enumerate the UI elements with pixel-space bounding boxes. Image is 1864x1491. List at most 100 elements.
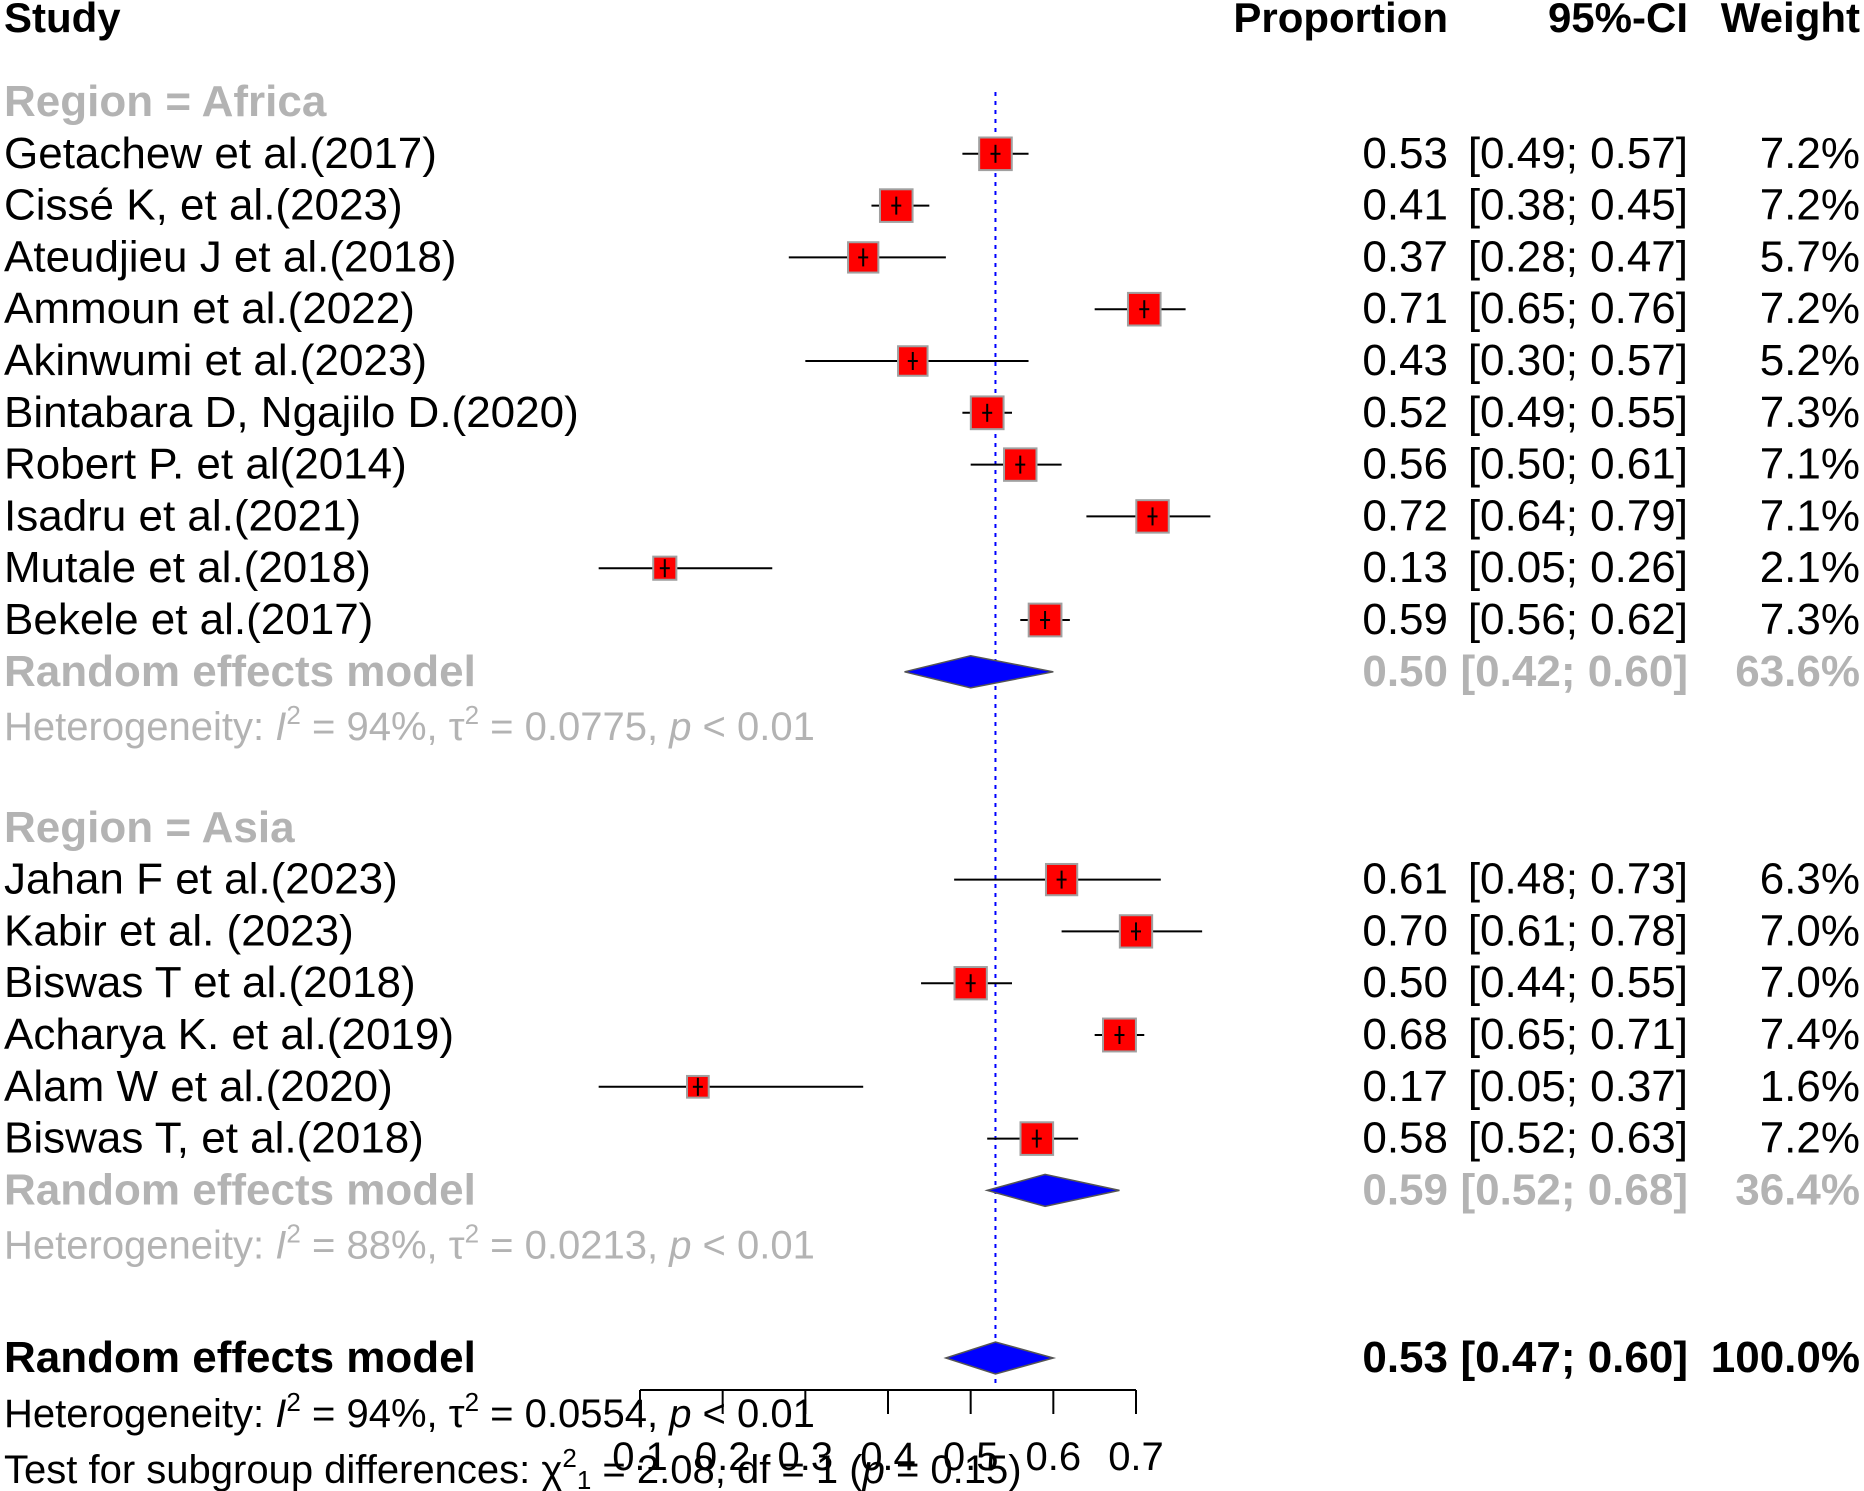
proportion-value: 0.43 xyxy=(1362,336,1448,385)
ci-value: [0.61; 0.78] xyxy=(1468,906,1688,955)
study-label: Acharya K. et al.(2019) xyxy=(4,1010,454,1059)
ci-value: [0.28; 0.47] xyxy=(1468,232,1688,281)
proportion-value: 0.56 xyxy=(1362,440,1448,489)
study-row: Bintabara D, Ngajilo D.(2020) 0.52 [0.49; … xyxy=(4,388,1860,437)
pooled-proportion: 0.53 xyxy=(1362,1333,1448,1382)
pooled-row: Random effects model 0.59 [0.52; 0.68] 36.4… xyxy=(4,1165,1860,1214)
study-row: Biswas T, et al.(2018) 0.58 [0.52; 0.63] 7.… xyxy=(4,1114,1860,1163)
pooled-weight: 100.0% xyxy=(1711,1333,1860,1382)
weight-value: 7.0% xyxy=(1760,906,1860,955)
study-label: Mutale et al.(2018) xyxy=(4,543,371,592)
ci-value: [0.05; 0.26] xyxy=(1468,543,1688,592)
study-label: Kabir et al. (2023) xyxy=(4,906,354,955)
pooled-diamond xyxy=(943,1341,1057,1375)
study-label: Akinwumi et al.(2023) xyxy=(4,336,427,385)
study-label: Robert P. et al(2014) xyxy=(4,440,407,489)
weight-value: 6.3% xyxy=(1760,855,1860,904)
ci-value: [0.44; 0.55] xyxy=(1468,958,1688,1007)
header-study: Study xyxy=(4,0,121,41)
pooled-diamond xyxy=(984,1173,1120,1208)
subgroup-test-text: Test for subgroup differences: χ21 = 2.0… xyxy=(4,1443,1022,1491)
proportion-value: 0.58 xyxy=(1362,1114,1448,1163)
ci-value: [0.65; 0.76] xyxy=(1468,284,1688,333)
study-row: Kabir et al. (2023) 0.70 [0.61; 0.78] 7.0% xyxy=(4,906,1860,955)
pooled-ci: [0.52; 0.68] xyxy=(1461,1165,1688,1214)
study-row: Alam W et al.(2020) 0.17 [0.05; 0.37] 1.6% xyxy=(4,1062,1860,1111)
heterogeneity-row: Heterogeneity: I2 = 88%, τ2 = 0.0213, p … xyxy=(4,1218,815,1267)
weight-value: 2.1% xyxy=(1760,543,1860,592)
proportion-value: 0.41 xyxy=(1362,181,1448,230)
axis-tick-label: 0.4 xyxy=(860,1435,916,1479)
pooled-row: Random effects model 0.50 [0.42; 0.60] 63.6… xyxy=(4,647,1860,696)
study-row: Akinwumi et al.(2023) 0.43 [0.30; 0.57] 5.2… xyxy=(4,336,1860,385)
study-label: Isadru et al.(2021) xyxy=(4,491,361,540)
weight-value: 7.2% xyxy=(1760,1114,1860,1163)
weight-value: 7.4% xyxy=(1760,1010,1860,1059)
study-row: Ammoun et al.(2022) 0.71 [0.65; 0.76] 7.2% xyxy=(4,284,1860,333)
axis-tick-label: 0.1 xyxy=(612,1435,668,1479)
weight-value: 1.6% xyxy=(1760,1062,1860,1111)
weight-value: 7.2% xyxy=(1760,284,1860,333)
ci-value: [0.05; 0.37] xyxy=(1468,1062,1688,1111)
study-square xyxy=(978,136,1013,172)
pooled-label: Random effects model xyxy=(4,1165,476,1214)
study-label: Bekele et al.(2017) xyxy=(4,595,373,644)
ci-value: [0.56; 0.62] xyxy=(1468,595,1688,644)
study-square xyxy=(878,188,914,223)
group-label: Region = Asia xyxy=(4,803,295,852)
study-row: Cissé K, et al.(2023) 0.41 [0.38; 0.45] 7.2… xyxy=(4,181,1860,230)
axis-tick-label: 0.6 xyxy=(1026,1435,1082,1479)
pooled-proportion: 0.50 xyxy=(1362,647,1448,696)
proportion-value: 0.61 xyxy=(1362,855,1448,904)
group-label: Region = Africa xyxy=(4,77,327,126)
weight-value: 7.3% xyxy=(1760,595,1860,644)
heterogeneity-text: Heterogeneity: I2 = 94%, τ2 = 0.0554, p … xyxy=(4,1387,815,1436)
weight-value: 7.1% xyxy=(1760,440,1860,489)
study-row: Acharya K. et al.(2019) 0.68 [0.65; 0.71] 7… xyxy=(4,1010,1860,1059)
study-square xyxy=(953,966,988,1001)
weight-value: 7.1% xyxy=(1760,491,1860,540)
proportion-value: 0.70 xyxy=(1362,906,1448,955)
weight-value: 7.2% xyxy=(1760,129,1860,178)
header-weight: Weight xyxy=(1721,0,1860,41)
proportion-value: 0.17 xyxy=(1362,1062,1448,1111)
ci-value: [0.50; 0.61] xyxy=(1468,440,1688,489)
study-row: Isadru et al.(2021) 0.72 [0.64; 0.79] 7.1% xyxy=(4,491,1860,540)
pooled-diamond xyxy=(904,655,1054,689)
axis-tick-label: 0.7 xyxy=(1108,1435,1164,1479)
pooled-label: Random effects model xyxy=(4,647,476,696)
weight-value: 5.2% xyxy=(1760,336,1860,385)
axis-tick-label: 0.2 xyxy=(695,1435,751,1479)
ci-value: [0.49; 0.57] xyxy=(1468,129,1688,178)
study-label: Jahan F et al.(2023) xyxy=(4,855,398,904)
study-label: Biswas T et al.(2018) xyxy=(4,958,416,1007)
study-label: Getachew et al.(2017) xyxy=(4,129,437,178)
pooled-ci: [0.42; 0.60] xyxy=(1461,647,1688,696)
heterogeneity-text: Heterogeneity: I2 = 94%, τ2 = 0.0775, p … xyxy=(4,700,815,749)
weight-value: 7.2% xyxy=(1760,181,1860,230)
header-row: Study Proportion 95%-CI Weight xyxy=(4,0,1860,41)
pooled-ci: [0.47; 0.60] xyxy=(1461,1333,1688,1382)
study-label: Bintabara D, Ngajilo D.(2020) xyxy=(4,388,579,437)
proportion-value: 0.37 xyxy=(1362,232,1448,281)
study-row: Bekele et al.(2017) 0.59 [0.56; 0.62] 7.3% xyxy=(4,595,1860,644)
ci-value: [0.65; 0.71] xyxy=(1468,1010,1688,1059)
weight-value: 5.7% xyxy=(1760,232,1860,281)
proportion-value: 0.59 xyxy=(1362,595,1448,644)
ci-value: [0.64; 0.79] xyxy=(1468,491,1688,540)
study-row: Getachew et al.(2017) 0.53 [0.49; 0.57] 7.2… xyxy=(4,129,1860,178)
ci-value: [0.30; 0.57] xyxy=(1468,336,1688,385)
heterogeneity-row: Heterogeneity: I2 = 94%, τ2 = 0.0775, p … xyxy=(4,700,815,749)
ci-value: [0.38; 0.45] xyxy=(1468,181,1688,230)
proportion-value: 0.72 xyxy=(1362,491,1448,540)
pooled-proportion: 0.59 xyxy=(1362,1165,1448,1214)
pooled-weight: 63.6% xyxy=(1735,647,1860,696)
study-row: Mutale et al.(2018) 0.13 [0.05; 0.26] 2.1% xyxy=(4,543,1860,592)
study-label: Ateudjieu J et al.(2018) xyxy=(4,232,457,281)
study-row: Biswas T et al.(2018) 0.50 [0.44; 0.55] 7.0… xyxy=(4,958,1860,1007)
ci-value: [0.48; 0.73] xyxy=(1468,855,1688,904)
pooled-label: Random effects model xyxy=(4,1333,476,1382)
pooled-row: Random effects model 0.53 [0.47; 0.60] 100.… xyxy=(4,1333,1860,1382)
